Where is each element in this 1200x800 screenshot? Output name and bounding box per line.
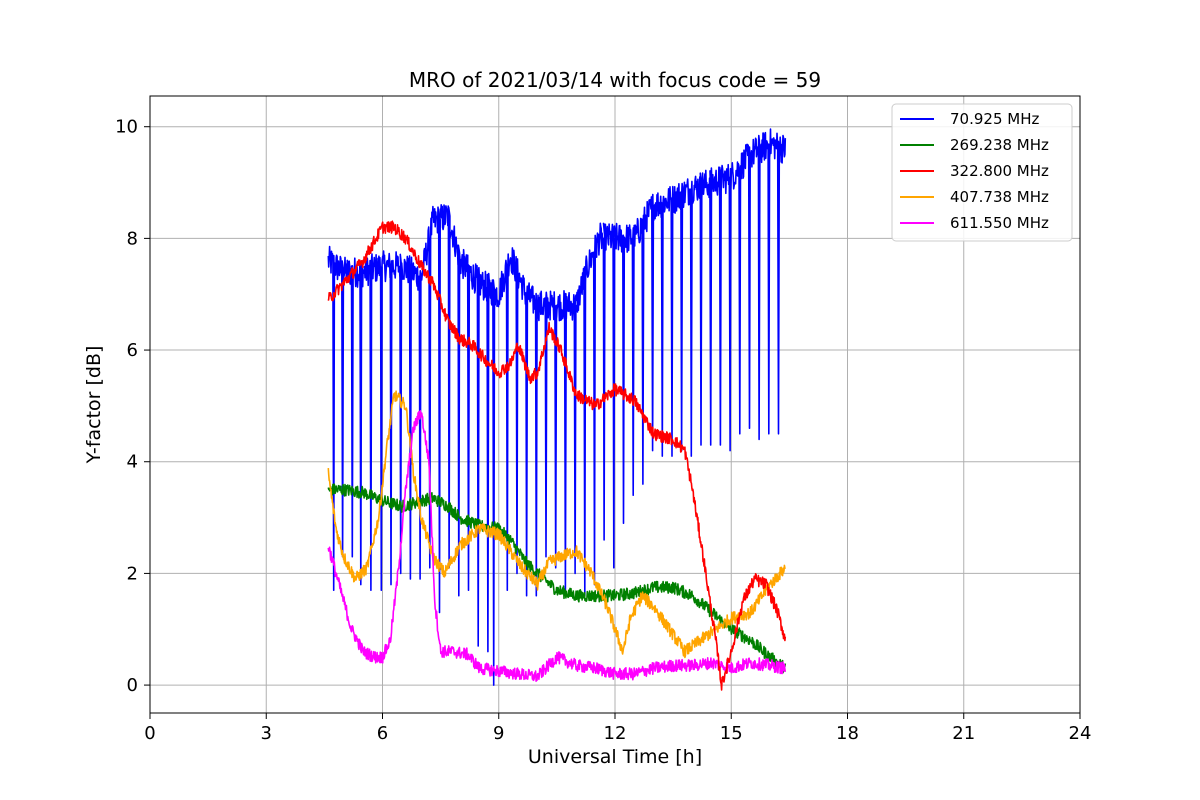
y-axis-label: Y-factor [dB]: [83, 346, 105, 465]
y-tick-label: 8: [127, 228, 138, 249]
y-tick-label: 2: [127, 563, 138, 584]
series-layer: [327, 128, 787, 691]
x-tick-label: 6: [377, 723, 388, 744]
legend-label: 322.800 MHz: [950, 162, 1049, 180]
x-tick-label: 9: [493, 723, 504, 744]
series-line: [327, 410, 787, 682]
x-tick-label: 12: [604, 723, 627, 744]
legend: 70.925 MHz 269.238 MHz 322.800 MHz 407.738 …: [891, 103, 1073, 242]
legend-label: 70.925 MHz: [950, 110, 1039, 128]
x-tick-label: 3: [261, 723, 272, 744]
series-line: [327, 390, 786, 659]
legend-label: 611.550 MHz: [950, 214, 1049, 232]
y-tick-label: 0: [127, 675, 138, 696]
y-tick-label: 10: [115, 117, 138, 138]
x-axis-label: Universal Time [h]: [528, 746, 702, 768]
x-tick-label: 18: [836, 723, 859, 744]
x-tick-label: 0: [144, 723, 155, 744]
legend-box: [891, 103, 1073, 242]
x-tick-label: 24: [1069, 723, 1092, 744]
y-tick-label: 6: [127, 340, 138, 361]
legend-label: 269.238 MHz: [950, 136, 1049, 154]
chart-title: MRO of 2021/03/14 with focus code = 59: [409, 68, 821, 92]
y-tick-label: 4: [127, 452, 138, 473]
x-tick-label: 15: [720, 723, 743, 744]
series-line: [327, 128, 787, 686]
legend-label: 407.738 MHz: [950, 188, 1049, 206]
x-tick-label: 21: [952, 723, 975, 744]
series-line: [327, 220, 787, 691]
